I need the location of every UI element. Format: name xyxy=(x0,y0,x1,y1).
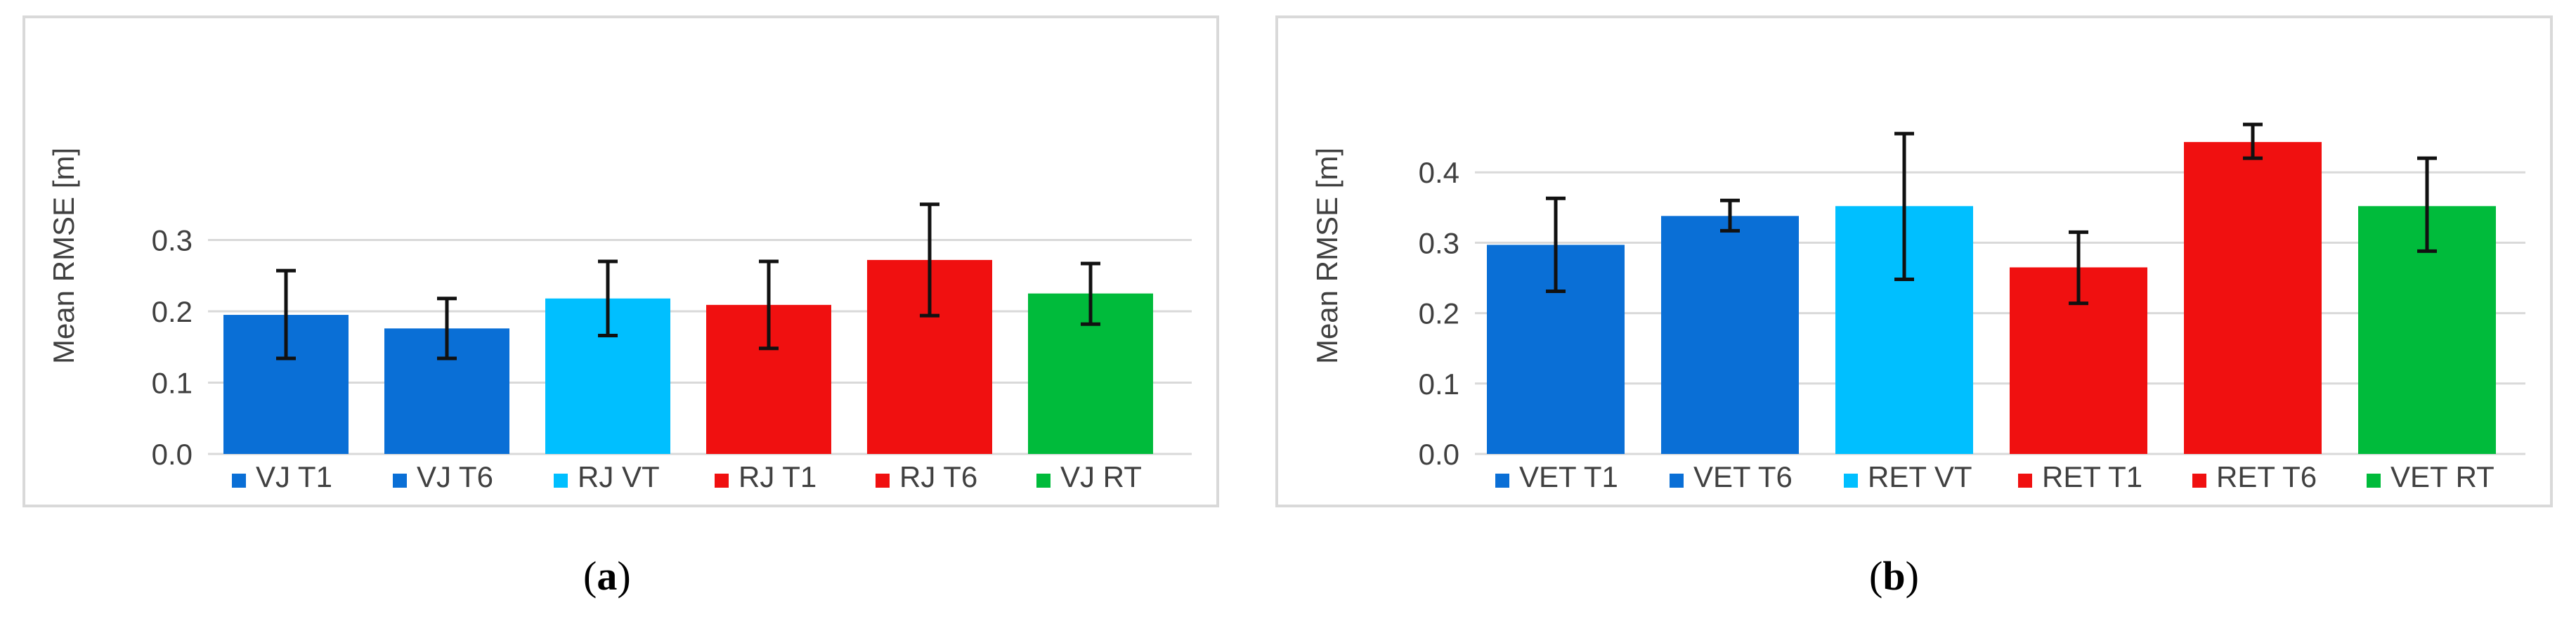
legend-swatch xyxy=(2192,474,2206,488)
y-tick-label: 0.3 xyxy=(152,224,193,257)
legend-label: RET VT xyxy=(1868,460,1972,493)
legend-swatch xyxy=(1670,474,1684,488)
legend-label: RJ T1 xyxy=(739,460,817,493)
legend-label: RET T6 xyxy=(2216,460,2317,493)
y-tick-label: 0.1 xyxy=(152,367,193,400)
bar xyxy=(2184,142,2322,454)
legend-swatch xyxy=(2018,474,2032,488)
legend-swatch xyxy=(393,474,407,488)
chart-panel-a: 0.0 0.1 0.2 0.3 VJ T1 VJ T6 RJ VT RJ T1 RJ T6 VJ … xyxy=(22,15,1219,507)
y-tick-label: 0.2 xyxy=(1419,297,1459,330)
legend-label: VJ RT xyxy=(1060,460,1142,493)
legend-label: RET T1 xyxy=(2042,460,2142,493)
legend-label: VET T1 xyxy=(1519,460,1618,493)
legend-label: VET RT xyxy=(2390,460,2494,493)
legend-swatch xyxy=(715,474,729,488)
legend-swatch xyxy=(554,474,568,488)
y-axis-label-a: Mean RMSE [m] xyxy=(47,147,81,365)
y-axis-label-b: Mean RMSE [m] xyxy=(1310,147,1344,365)
chart-b-svg: 0.0 0.1 0.2 0.3 0.4 VET T1 VET T6 RET VT RET T1 R… xyxy=(1419,122,2525,493)
y-tick-label: 0.1 xyxy=(1419,368,1459,401)
y-tick-label: 0.0 xyxy=(152,438,193,471)
panel-caption-b: (b) xyxy=(1869,553,1919,599)
legend-label: VJ T6 xyxy=(417,460,493,493)
bar xyxy=(1661,216,1799,454)
chart-a-svg: 0.0 0.1 0.2 0.3 VJ T1 VJ T6 RJ VT RJ T1 RJ T6 VJ … xyxy=(152,202,1192,493)
y-tick-label: 0.0 xyxy=(1419,438,1459,471)
legend-swatch xyxy=(2367,474,2381,488)
legend-label: RJ T6 xyxy=(899,460,977,493)
panel-caption-a: (a) xyxy=(583,553,631,599)
y-tick-label: 0.2 xyxy=(152,295,193,328)
chart-panel-b: 0.0 0.1 0.2 0.3 0.4 VET T1 VET T6 RET VT RET T1 R… xyxy=(1275,15,2553,507)
legend-swatch xyxy=(232,474,246,488)
y-tick-label: 0.4 xyxy=(1419,156,1459,189)
y-tick-label: 0.3 xyxy=(1419,226,1459,259)
legend-swatch xyxy=(876,474,890,488)
legend-label: VJ T1 xyxy=(256,460,332,493)
legend-label: VET T6 xyxy=(1693,460,1793,493)
legend-swatch xyxy=(1844,474,1858,488)
legend-swatch xyxy=(1495,474,1509,488)
legend-swatch xyxy=(1036,474,1050,488)
legend-label: RJ VT xyxy=(578,460,660,493)
